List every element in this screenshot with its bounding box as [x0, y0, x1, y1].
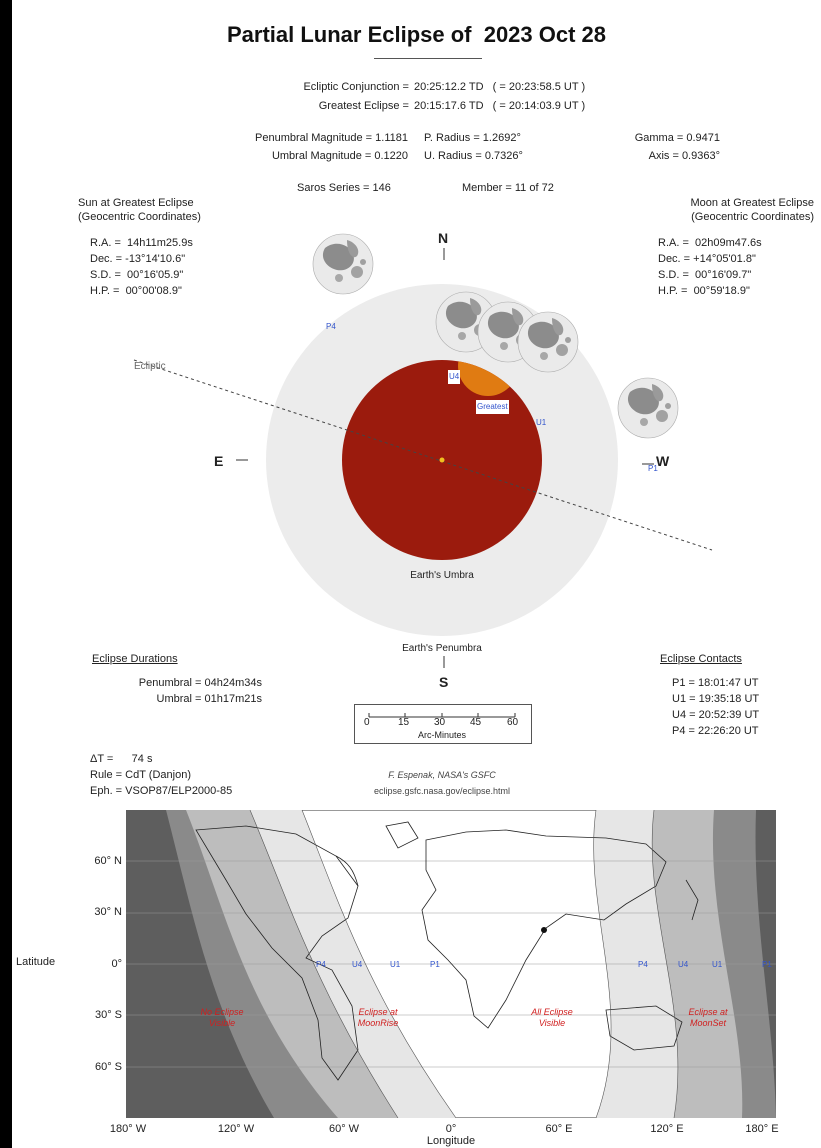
map-ylabel: Latitude	[16, 956, 56, 968]
contact-curves	[249, 810, 679, 1118]
lat-tick-0: 0°	[111, 958, 122, 970]
map-p4-west: P4	[316, 960, 326, 969]
p1-label: P1	[648, 464, 658, 473]
contacts-heading: Eclipse Contacts	[660, 653, 742, 665]
zone-no-eclipse-line1: No Eclipse	[200, 1007, 244, 1017]
contact-p1: P1 = 18:01:47 UT	[672, 677, 759, 689]
p-radius: P. Radius = 1.2692°	[424, 132, 521, 144]
arc-minute-scale	[354, 704, 532, 744]
map-p1-east: P1	[762, 960, 772, 969]
visibility-map	[126, 810, 776, 1118]
map-p4-east: P4	[638, 960, 648, 969]
sun-hp: H.P. = 00°00'08.9"	[90, 285, 182, 297]
moon-hp: H.P. = 00°59'18.9"	[658, 285, 750, 297]
map-p1-west: P1	[430, 960, 440, 969]
contact-u4: U4 = 20:52:39 UT	[672, 709, 760, 721]
conjunction-value: 20:25:12.2 TD ( = 20:23:58.5 UT )	[414, 81, 586, 93]
eclipse-diagram	[133, 233, 713, 668]
greatest-eclipse-marker	[541, 927, 547, 933]
scale-tick-30: 30	[434, 717, 446, 728]
lon-tick-120w: 120° W	[217, 1123, 255, 1135]
north-label: N	[438, 230, 449, 246]
sun-dec: Dec. = -13°14'10.6"	[90, 253, 186, 265]
credit-url: eclipse.gsfc.nasa.gov/eclipse.html	[373, 786, 511, 796]
west-label: W	[656, 453, 670, 469]
zone-no-eclipse-line2: Visible	[208, 1018, 236, 1028]
moon-sd: S.D. = 00°16'09.7"	[658, 269, 752, 281]
penumbral-duration: Penumbral = 04h24m34s	[138, 677, 262, 689]
lat-tick-60s: 60° S	[94, 1061, 122, 1073]
zone-moonrise-line1: Eclipse at	[358, 1007, 398, 1017]
lat-tick-30s: 30° S	[94, 1009, 122, 1021]
zone-moonrise-line2: MoonRise	[357, 1018, 399, 1028]
moon-subheading: (Geocentric Coordinates)	[691, 211, 814, 223]
u1-label: U1	[536, 418, 547, 427]
moon-heading: Moon at Greatest Eclipse	[690, 197, 814, 209]
sun-ra: R.A. = 14h11m25.9s	[90, 237, 193, 249]
p4-label: P4	[326, 322, 336, 331]
greatest-value: 20:15:17.6 TD ( = 20:14:03.9 UT )	[414, 100, 586, 112]
zone-all-line1: All Eclipse	[531, 1007, 573, 1017]
axis: Axis = 0.9363°	[648, 150, 720, 162]
sun-heading: Sun at Greatest Eclipse	[78, 197, 194, 209]
scale-ruler	[368, 713, 516, 718]
lat-tick-60n: 60° N	[94, 855, 122, 867]
greatest-label: Greatest Eclipse =	[318, 100, 412, 112]
moon-dec: Dec. = +14°05'01.8"	[658, 253, 756, 265]
map-u1-east: U1	[712, 960, 723, 969]
eclipse-sheet: Partial Lunar Eclipse of 2023 Oct 28 Ecl…	[12, 0, 821, 1148]
conjunction-label: Ecliptic Conjunction =	[303, 81, 412, 93]
lon-tick-60e: 60° E	[545, 1123, 573, 1135]
ecliptic-label: Ecliptic	[134, 361, 166, 372]
penumbral-magnitude: Penumbral Magnitude = 1.1181	[255, 132, 408, 144]
map-u1-west: U1	[390, 960, 401, 969]
zone-moonset-line2: MoonSet	[689, 1018, 727, 1028]
umbra-label: Earth's Umbra	[410, 570, 474, 581]
scale-tick-60: 60	[507, 717, 519, 728]
rule: Rule = CdT (Danjon)	[90, 769, 191, 781]
member: Member = 11 of 72	[462, 182, 554, 194]
umbral-duration: Umbral = 01h17m21s	[156, 693, 262, 705]
title-rule	[374, 58, 482, 59]
lat-tick-30n: 30° N	[94, 906, 122, 918]
u-radius: U. Radius = 0.7326°	[424, 150, 523, 162]
ephemeris: Eph. = VSOP87/ELP2000-85	[90, 785, 233, 797]
scale-tick-15: 15	[398, 717, 410, 728]
scale-label: Arc-Minutes	[417, 730, 466, 740]
map-graticule	[126, 860, 776, 1068]
credit-author: F. Espenak, NASA's GSFC	[388, 770, 496, 780]
lon-tick-60w: 60° W	[328, 1123, 360, 1135]
map-xlabel: Longitude	[426, 1135, 476, 1147]
scale-tick-0: 0	[364, 717, 370, 728]
u4-label: U4	[448, 370, 461, 384]
greatest-label-tag: Greatest	[476, 400, 509, 414]
moon-p1-icon	[617, 377, 679, 439]
delta-t: ΔT = 74 s	[90, 753, 153, 765]
shadow-center-dot	[439, 457, 445, 463]
moon-p4-icon	[312, 233, 374, 295]
zone-moonset-line1: Eclipse at	[688, 1007, 728, 1017]
umbral-magnitude: Umbral Magnitude = 0.1220	[271, 150, 408, 162]
penumbra-label: Earth's Penumbra	[402, 643, 482, 654]
sun-sd: S.D. = 00°16'05.9"	[90, 269, 184, 281]
durations-heading: Eclipse Durations	[92, 653, 178, 665]
map-u4-east: U4	[678, 960, 689, 969]
sun-subheading: (Geocentric Coordinates)	[78, 211, 201, 223]
page-title: Partial Lunar Eclipse of 2023 Oct 28	[226, 22, 607, 47]
lon-tick-120e: 120° E	[650, 1123, 684, 1135]
lon-tick-0: 0°	[445, 1123, 457, 1135]
east-label: E	[214, 453, 224, 469]
gamma: Gamma = 0.9471	[634, 132, 720, 144]
scale-tick-45: 45	[470, 717, 482, 728]
moon-ra: R.A. = 02h09m47.6s	[658, 237, 762, 249]
map-u4-west: U4	[352, 960, 363, 969]
contact-p4: P4 = 22:26:20 UT	[672, 725, 759, 737]
contact-u1: U1 = 19:35:18 UT	[672, 693, 760, 705]
lon-tick-180w: 180° W	[109, 1123, 147, 1135]
zone-all-line2: Visible	[538, 1018, 566, 1028]
moon-u1-icon	[517, 311, 579, 373]
south-label: S	[439, 674, 449, 690]
lon-tick-180e: 180° E	[745, 1123, 779, 1135]
saros-series: Saros Series = 146	[297, 182, 391, 194]
